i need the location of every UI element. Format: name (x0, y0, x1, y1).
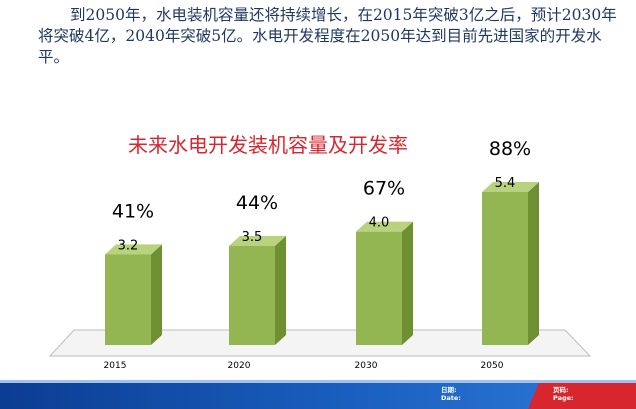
bar-top (356, 221, 413, 232)
bar (229, 245, 275, 345)
x-tick-label: 2015 (104, 361, 127, 371)
intro-paragraph: 到2050年，水电装机容量还将持续增长，在2015年突破3亿之后，预计2030年… (38, 6, 617, 66)
footer-stripe (0, 380, 636, 383)
bar (105, 254, 151, 345)
bar-value-label: 3.5 (242, 230, 263, 245)
bar-side (151, 244, 162, 345)
footer-date-label: 日期: (441, 386, 457, 394)
bar-top (482, 182, 539, 192)
bar-top (105, 244, 162, 255)
footer-page-label-en: Page: (553, 394, 574, 402)
footer-page-label: 页码: (553, 386, 569, 394)
bar-top (229, 235, 286, 246)
x-tick-label: 2020 (228, 361, 251, 371)
rate-label: 44% (236, 192, 278, 214)
x-tick-label: 2030 (355, 361, 378, 371)
bar (482, 192, 528, 345)
bar-value-label: 4.0 (369, 216, 390, 231)
footer-accent (528, 383, 636, 409)
x-tick-label: 2050 (481, 361, 504, 371)
bar (356, 231, 402, 345)
footer-date-label-en: Date: (441, 394, 461, 402)
bar-side (528, 182, 539, 345)
rate-label: 67% (363, 178, 405, 200)
chart-title: 未来水电开发装机容量及开发率 (128, 133, 408, 157)
bar-value-label: 3.2 (118, 238, 139, 253)
bar-side (402, 221, 413, 345)
bar-value-label: 5.4 (495, 176, 516, 191)
bar-side (275, 235, 286, 345)
rate-label: 88% (489, 138, 531, 160)
rate-label: 41% (112, 200, 154, 222)
